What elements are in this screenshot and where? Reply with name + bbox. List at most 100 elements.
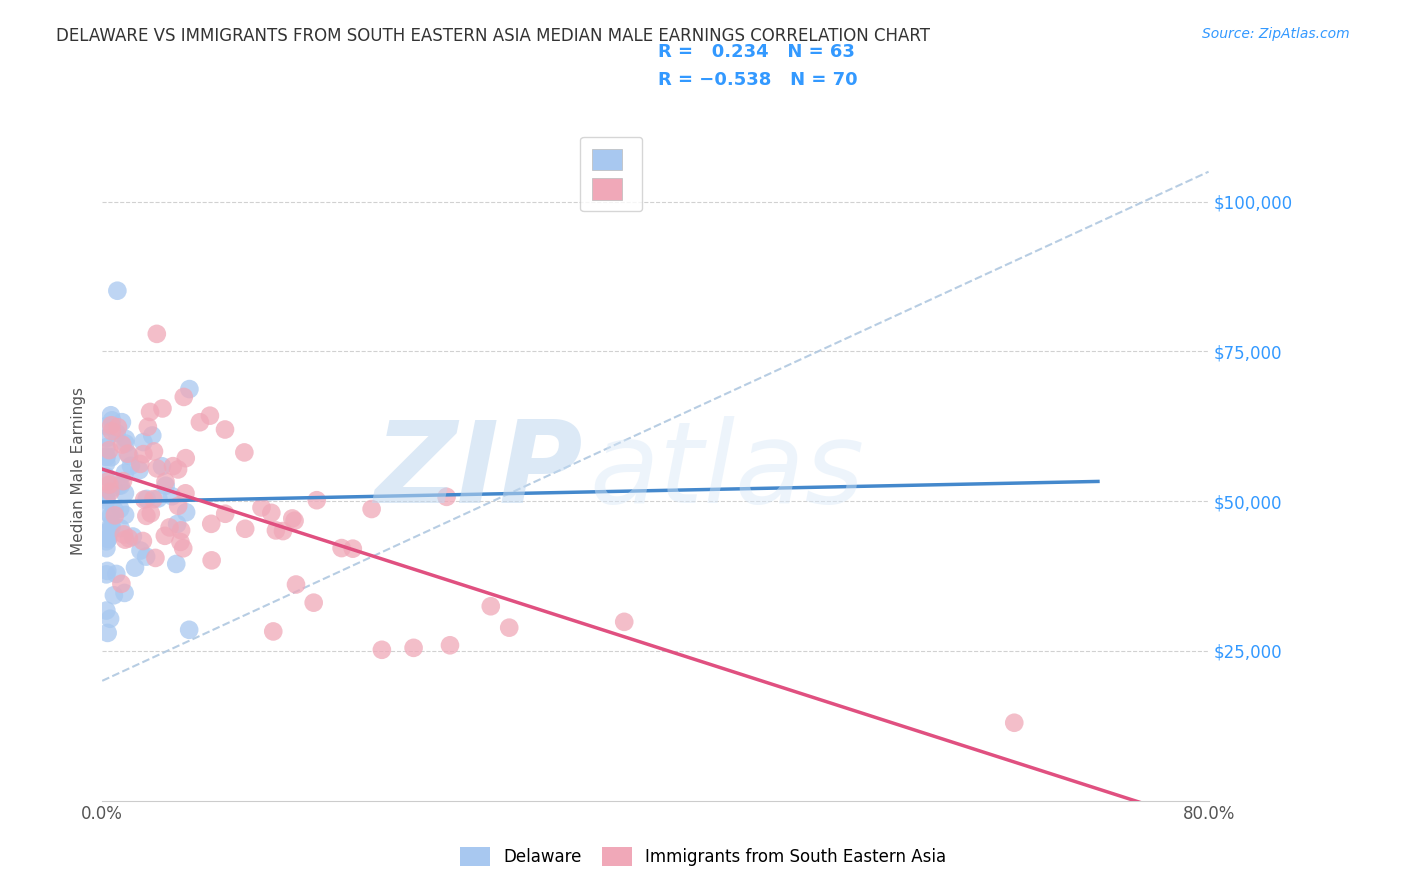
- Point: [162, 459, 184, 474]
- Point: [201, 553, 224, 567]
- Point: [436, 490, 458, 504]
- Point: [100, 418, 122, 433]
- Point: [260, 506, 283, 520]
- Point: [100, 450, 122, 465]
- Point: [174, 505, 197, 519]
- Point: [108, 478, 131, 492]
- Point: [174, 486, 197, 500]
- Point: [103, 503, 125, 517]
- Point: [97, 532, 120, 546]
- Point: [167, 462, 190, 476]
- Point: [146, 326, 169, 341]
- Point: [103, 481, 125, 495]
- Point: [153, 529, 176, 543]
- Point: [134, 492, 156, 507]
- Point: [250, 500, 273, 515]
- Point: [124, 560, 146, 574]
- Y-axis label: Median Male Earnings: Median Male Earnings: [72, 387, 86, 555]
- Point: [96, 456, 118, 470]
- Point: [98, 524, 121, 539]
- Point: [96, 469, 118, 483]
- Point: [117, 447, 139, 461]
- Point: [96, 450, 118, 464]
- Point: [114, 586, 136, 600]
- Point: [118, 449, 141, 463]
- Text: R = −0.538   N = 70: R = −0.538 N = 70: [658, 71, 858, 89]
- Point: [439, 638, 461, 652]
- Point: [371, 642, 394, 657]
- Point: [479, 599, 502, 614]
- Point: [121, 529, 143, 543]
- Point: [1002, 715, 1025, 730]
- Point: [107, 420, 129, 434]
- Text: ZIP: ZIP: [375, 416, 583, 526]
- Point: [135, 491, 157, 506]
- Point: [172, 541, 194, 556]
- Point: [100, 409, 122, 423]
- Point: [155, 475, 177, 489]
- Point: [100, 484, 122, 499]
- Point: [105, 425, 128, 440]
- Point: [114, 533, 136, 547]
- Point: [141, 428, 163, 442]
- Point: [169, 535, 191, 549]
- Text: atlas: atlas: [589, 416, 865, 526]
- Point: [214, 507, 236, 521]
- Point: [498, 621, 520, 635]
- Point: [96, 505, 118, 519]
- Point: [143, 444, 166, 458]
- Point: [114, 466, 136, 480]
- Point: [96, 603, 118, 617]
- Point: [100, 508, 122, 523]
- Point: [96, 564, 118, 578]
- Point: [148, 491, 170, 506]
- Point: [135, 508, 157, 523]
- Point: [101, 413, 124, 427]
- Point: [111, 437, 134, 451]
- Point: [146, 461, 169, 475]
- Point: [96, 541, 118, 556]
- Point: [188, 415, 211, 429]
- Point: [139, 506, 162, 520]
- Point: [173, 390, 195, 404]
- Point: [96, 524, 118, 539]
- Point: [128, 463, 150, 477]
- Point: [105, 566, 128, 581]
- Point: [96, 534, 118, 549]
- Point: [150, 459, 173, 474]
- Point: [179, 382, 201, 396]
- Point: [103, 588, 125, 602]
- Point: [198, 409, 221, 423]
- Point: [100, 517, 122, 532]
- Text: DELAWARE VS IMMIGRANTS FROM SOUTH EASTERN ASIA MEDIAN MALE EARNINGS CORRELATION : DELAWARE VS IMMIGRANTS FROM SOUTH EASTER…: [56, 27, 931, 45]
- Point: [139, 405, 162, 419]
- Point: [214, 423, 236, 437]
- Point: [305, 493, 328, 508]
- Point: [233, 522, 256, 536]
- Point: [111, 415, 134, 429]
- Point: [200, 516, 222, 531]
- Point: [159, 520, 181, 534]
- Point: [262, 624, 284, 639]
- Point: [114, 486, 136, 500]
- Point: [96, 450, 118, 464]
- Point: [132, 534, 155, 549]
- Point: [129, 457, 152, 471]
- Point: [112, 527, 135, 541]
- Legend: Delaware, Immigrants from South Eastern Asia: Delaware, Immigrants from South Eastern …: [451, 838, 955, 875]
- Point: [96, 567, 118, 582]
- Point: [170, 524, 193, 538]
- Point: [96, 493, 118, 508]
- Point: [96, 419, 118, 434]
- Point: [167, 499, 190, 513]
- Point: [105, 284, 128, 298]
- Point: [114, 508, 136, 522]
- Point: [110, 478, 132, 492]
- Legend: , : ,: [581, 136, 643, 211]
- Point: [132, 447, 155, 461]
- Point: [97, 626, 120, 640]
- Point: [613, 615, 636, 629]
- Point: [104, 508, 127, 523]
- Point: [142, 492, 165, 507]
- Point: [174, 451, 197, 466]
